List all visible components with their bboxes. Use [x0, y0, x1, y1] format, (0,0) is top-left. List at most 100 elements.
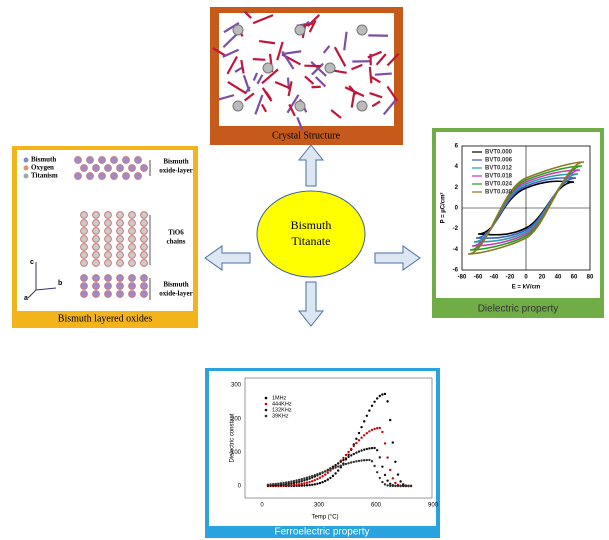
point: [345, 463, 347, 465]
axis-letter: a: [24, 295, 28, 302]
point: [363, 448, 365, 450]
layer-label: Bismuth: [163, 281, 188, 289]
atom: [129, 220, 136, 227]
point: [376, 397, 378, 399]
point: [366, 415, 368, 417]
atom: [129, 236, 136, 243]
point: [389, 485, 391, 487]
x-tick-label: 600: [371, 503, 382, 509]
atom: [129, 228, 136, 235]
point: [353, 453, 355, 455]
point: [337, 462, 339, 464]
point: [280, 482, 282, 484]
x-tick-label: 20: [539, 275, 546, 281]
point: [358, 460, 360, 462]
point: [368, 459, 370, 461]
point: [376, 471, 378, 473]
point: [399, 485, 401, 487]
point: [298, 483, 300, 485]
point: [337, 469, 339, 471]
atom: [117, 228, 124, 235]
point: [332, 467, 334, 469]
atom: [99, 157, 106, 164]
axis-letter: c: [30, 259, 34, 266]
atom: [93, 244, 100, 251]
atom: [117, 244, 124, 251]
layer-label: chains: [166, 238, 185, 246]
point: [347, 462, 349, 464]
bond: [253, 59, 266, 60]
atom: [129, 275, 136, 282]
atom: [117, 260, 124, 267]
point: [347, 451, 349, 453]
y-tick-label: 300: [231, 383, 242, 389]
point: [340, 464, 342, 466]
atom: [295, 25, 305, 35]
point: [381, 431, 383, 433]
point: [386, 456, 388, 458]
atom: [81, 228, 88, 235]
atom: [81, 165, 88, 172]
point: [379, 395, 381, 397]
point: [340, 461, 342, 463]
atom: [93, 283, 100, 290]
atom: [81, 283, 88, 290]
legend-label: 39KHz: [272, 413, 289, 419]
point: [308, 476, 310, 478]
point: [316, 473, 318, 475]
point: [392, 485, 394, 487]
point: [306, 484, 308, 486]
arrow-down: [299, 282, 323, 326]
point: [363, 434, 365, 436]
point: [324, 473, 326, 475]
atom: [105, 291, 112, 298]
atom: [117, 275, 124, 282]
point: [389, 419, 391, 421]
atom: [105, 275, 112, 282]
point: [347, 456, 349, 458]
atom: [105, 252, 112, 259]
point: [303, 484, 305, 486]
point: [314, 483, 316, 485]
legend-label: Bismuth: [31, 156, 56, 164]
atom: [135, 173, 142, 180]
point: [314, 479, 316, 481]
point: [345, 457, 347, 459]
point: [371, 405, 373, 407]
x-tick-label: 40: [555, 275, 562, 281]
x-tick-label: -40: [490, 275, 499, 281]
y-axis-label: Dielectric constant: [230, 413, 236, 462]
legend-label: BVT0.030: [485, 190, 513, 196]
x-axis-label: E = kV/cm: [512, 285, 541, 291]
atom: [141, 236, 148, 243]
point: [384, 474, 386, 476]
atom: [123, 157, 130, 164]
atom: [111, 173, 118, 180]
center-label: Bismuth: [291, 218, 332, 232]
point: [371, 447, 373, 449]
point: [384, 483, 386, 485]
point: [373, 401, 375, 403]
point: [272, 483, 274, 485]
point: [329, 477, 331, 479]
point: [379, 427, 381, 429]
caption: Ferroelectric property: [274, 527, 369, 538]
atom: [87, 173, 94, 180]
bond: [370, 67, 371, 83]
point: [342, 464, 344, 466]
legend-label: BVT0.024: [485, 182, 513, 188]
point: [353, 461, 355, 463]
point: [363, 420, 365, 422]
point: [389, 469, 391, 471]
point: [327, 478, 329, 480]
point: [392, 477, 394, 479]
atom: [141, 244, 148, 251]
arrow-up: [299, 145, 323, 186]
atom: [93, 165, 100, 172]
atom: [117, 165, 124, 172]
atom: [357, 25, 367, 35]
point: [269, 483, 271, 485]
point: [332, 475, 334, 477]
atom: [99, 173, 106, 180]
point: [397, 473, 399, 475]
